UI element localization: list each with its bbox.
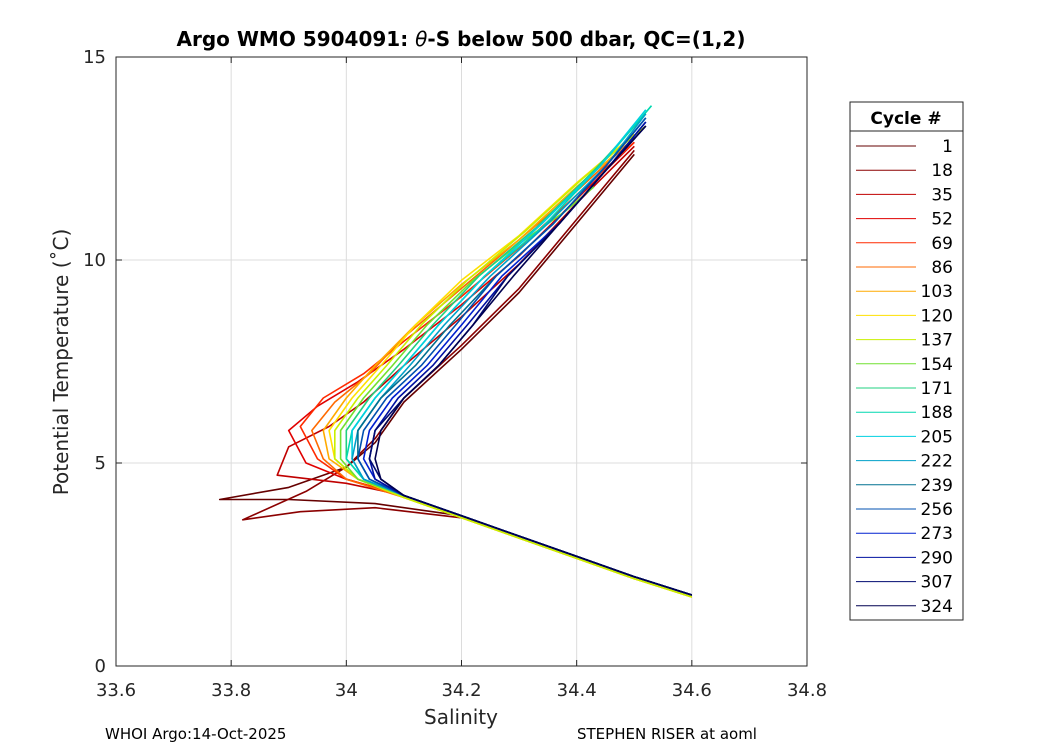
legend-label-cycle-256: 256 xyxy=(921,500,953,520)
legend-label-cycle-154: 154 xyxy=(921,355,953,375)
legend-label-cycle-171: 171 xyxy=(921,379,953,399)
footer-credit: STEPHEN RISER at aoml xyxy=(577,725,757,743)
legend-label-cycle-18: 18 xyxy=(931,161,953,181)
y-axis-label: Potential Temperature (˚C) xyxy=(49,229,73,496)
grid-lines xyxy=(116,57,807,666)
legend-items: 1 18 35 52 69 86 103 120 137 154 171 188 205 222 239 25… xyxy=(856,137,953,617)
legend-label-cycle-222: 222 xyxy=(921,452,953,472)
y-tick-label: 10 xyxy=(83,250,106,271)
legend-label-cycle-290: 290 xyxy=(921,548,953,568)
y-tick-label: 0 xyxy=(95,656,106,677)
x-tick-label: 34.2 xyxy=(441,680,481,701)
plot-area: 33.6 33.8 34 34.2 34.4 34.6 34.8 0 5 10 15 xyxy=(83,47,827,701)
legend-title: Cycle # xyxy=(870,109,941,129)
chart-title: Argo WMO 5904091: θ-S below 500 dbar, QC… xyxy=(177,27,746,51)
series-line-cycle-137 xyxy=(333,125,693,598)
legend-label-cycle-69: 69 xyxy=(931,234,953,254)
legend-label-cycle-35: 35 xyxy=(931,185,953,205)
footer-source: WHOI Argo:14-Oct-2025 xyxy=(105,725,287,743)
legend-label-cycle-324: 324 xyxy=(921,597,953,617)
legend-label-cycle-103: 103 xyxy=(921,282,953,302)
legend-label-cycle-273: 273 xyxy=(921,524,953,544)
legend-label-cycle-137: 137 xyxy=(921,331,953,351)
legend: Cycle # 1 18 35 52 69 86 103 120 137 154 171 188 205… xyxy=(849,101,964,621)
legend-label-cycle-52: 52 xyxy=(931,210,953,230)
axis-ticks: 33.6 33.8 34 34.2 34.4 34.6 34.8 0 5 10 15 xyxy=(83,47,827,701)
y-tick-label: 15 xyxy=(83,47,106,68)
x-tick-label: 34 xyxy=(335,680,358,701)
legend-label-cycle-188: 188 xyxy=(921,403,953,423)
x-axis-label: Salinity xyxy=(424,705,498,729)
legend-label-cycle-120: 120 xyxy=(921,306,953,326)
legend-label-cycle-307: 307 xyxy=(921,573,953,593)
x-tick-label: 34.6 xyxy=(672,680,712,701)
series-lines xyxy=(218,105,693,598)
x-tick-label: 34.8 xyxy=(787,680,827,701)
legend-label-cycle-239: 239 xyxy=(921,476,953,496)
legend-label-cycle-86: 86 xyxy=(931,258,953,278)
x-tick-label: 33.8 xyxy=(211,680,251,701)
x-tick-label: 33.6 xyxy=(96,680,136,701)
y-tick-label: 5 xyxy=(95,453,106,474)
x-tick-label: 34.4 xyxy=(557,680,597,701)
series-line-cycle-324 xyxy=(374,125,693,596)
legend-label-cycle-205: 205 xyxy=(921,427,953,447)
legend-label-cycle-1: 1 xyxy=(942,137,953,157)
